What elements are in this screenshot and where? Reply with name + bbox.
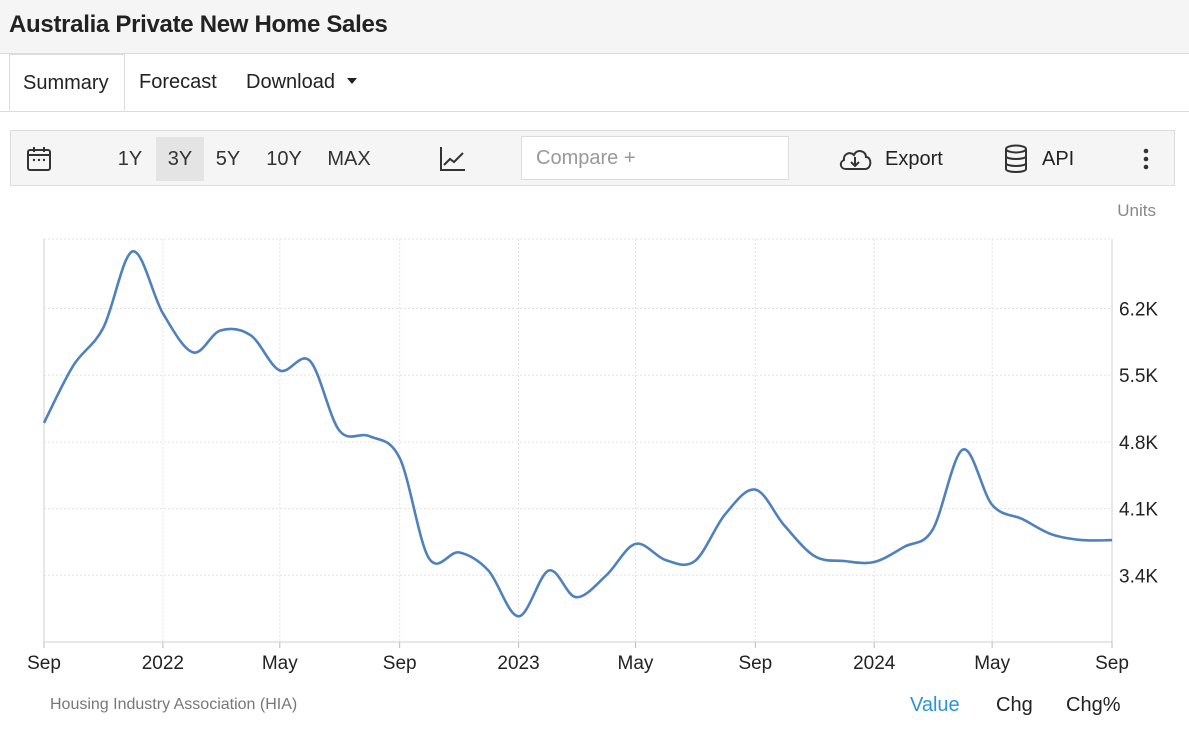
line-chart: 3.4K 4.1K 4.8K 5.5K 6.2K Sep 2022 May Sep 2023 May…: [27, 201, 1158, 674]
source-label[interactable]: Housing Industry Association (HIA): [50, 696, 298, 713]
tab-bar: Summary Forecast Download: [0, 54, 1189, 112]
export-button[interactable]: [837, 145, 873, 173]
x-tick-label: Sep: [27, 653, 61, 674]
x-tick-label: 2022: [142, 653, 184, 674]
x-tick-label: Sep: [738, 653, 772, 674]
tab-forecast[interactable]: Forecast: [139, 71, 217, 93]
chart-axes: [43, 239, 1113, 648]
x-tick-label: May: [262, 653, 298, 674]
y-tick-label: 4.8K: [1119, 433, 1158, 454]
page-header: Australia Private New Home Sales: [0, 0, 1189, 54]
range-1y[interactable]: 1Y: [117, 148, 143, 170]
y-axis-label: Units: [1117, 201, 1156, 220]
x-tick-label: May: [974, 653, 1010, 674]
chart-area: 3.4K 4.1K 4.8K 5.5K 6.2K Sep 2022 May Sep 2023 May…: [0, 187, 1189, 677]
x-tick-label: Sep: [1095, 653, 1129, 674]
cloud-download-icon: [839, 150, 872, 170]
x-tick-label: 2023: [497, 653, 539, 674]
more-options-button[interactable]: [1139, 147, 1153, 176]
api-label[interactable]: API: [1042, 148, 1075, 170]
range-max[interactable]: MAX: [327, 148, 371, 170]
chart-type-button[interactable]: [439, 145, 467, 178]
page-title: Australia Private New Home Sales: [9, 11, 388, 38]
tab-download-label: Download: [246, 71, 335, 93]
chart-labels: 3.4K 4.1K 4.8K 5.5K 6.2K Sep 2022 May Sep 2023 May…: [27, 201, 1158, 674]
y-tick-label: 5.5K: [1119, 366, 1158, 387]
calendar-button[interactable]: [25, 145, 53, 178]
tab-summary[interactable]: Summary: [9, 54, 125, 111]
calendar-icon: [27, 147, 51, 171]
y-tick-label: 4.1K: [1119, 500, 1158, 521]
series-line: [42, 250, 1113, 618]
caret-down-icon: [346, 77, 357, 84]
line-chart-icon: [440, 147, 465, 171]
y-tick-label: 3.4K: [1119, 566, 1158, 587]
tab-download[interactable]: Download: [246, 54, 357, 111]
compare-input[interactable]: [521, 136, 789, 180]
api-button[interactable]: [1003, 144, 1029, 179]
x-tick-label: Sep: [383, 653, 417, 674]
range-10y[interactable]: 10Y: [266, 148, 302, 170]
export-label[interactable]: Export: [885, 148, 943, 170]
view-value-button[interactable]: Value: [910, 694, 960, 716]
database-icon: [1005, 144, 1027, 173]
x-tick-label: May: [618, 653, 654, 674]
range-5y[interactable]: 5Y: [215, 148, 241, 170]
view-chgpct-button[interactable]: Chg%: [1066, 694, 1121, 716]
range-3y[interactable]: 3Y: [156, 137, 204, 181]
chart-grid: [44, 238, 1112, 642]
more-vertical-icon: [1143, 148, 1149, 170]
x-tick-label: 2024: [853, 653, 896, 674]
y-tick-label: 6.2K: [1119, 300, 1158, 321]
chart-toolbar: 1Y 3Y 5Y 10Y MAX Export API: [10, 130, 1175, 186]
view-chg-button[interactable]: Chg: [996, 694, 1033, 716]
